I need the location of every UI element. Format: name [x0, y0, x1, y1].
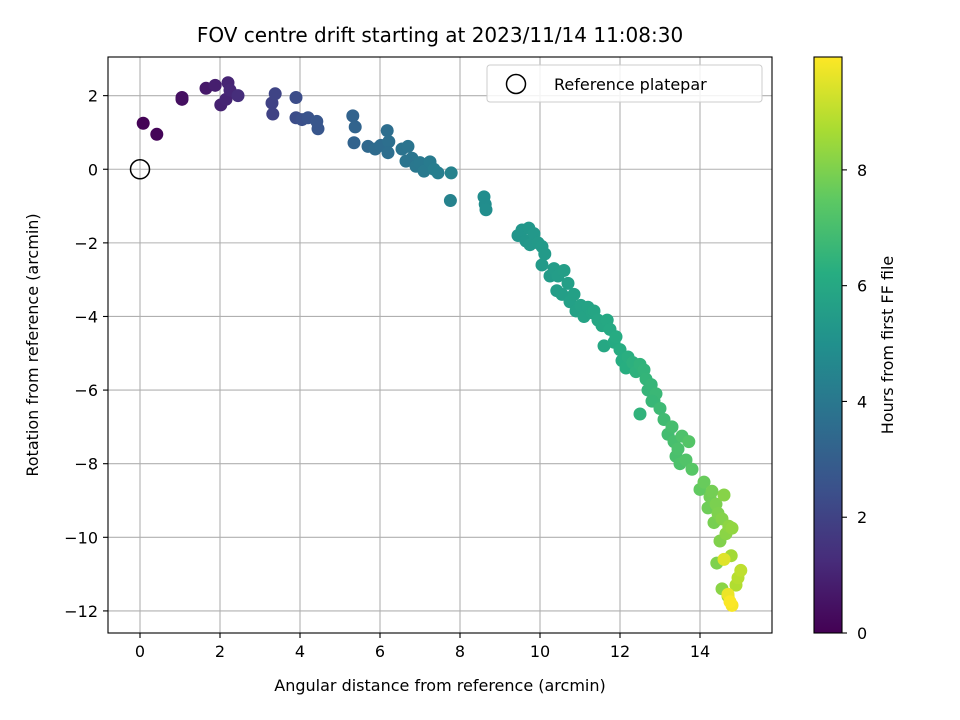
- data-points: [136, 76, 748, 612]
- data-point: [381, 146, 395, 160]
- colorbar-tick-label: 8: [857, 161, 867, 180]
- x-axis-ticks: 0 2 4 6 8 10 12 14: [135, 633, 710, 661]
- x-tick-label: 8: [455, 642, 465, 661]
- data-point: [346, 109, 360, 123]
- x-tick-label: 0: [135, 642, 145, 661]
- colorbar: 0 2 4 6 8 Hours from first FF file: [813, 56, 897, 643]
- data-point: [289, 90, 303, 104]
- y-tick-label: −4: [74, 307, 98, 326]
- colorbar-frame: [813, 56, 843, 634]
- y-tick-label: 0: [88, 160, 98, 179]
- data-point: [665, 420, 679, 434]
- data-point: [717, 488, 731, 502]
- colorbar-gradient: [814, 57, 842, 633]
- data-point: [717, 552, 731, 566]
- data-point: [682, 435, 696, 449]
- data-point: [401, 139, 415, 153]
- data-point: [231, 89, 245, 103]
- y-tick-label: −10: [64, 528, 98, 547]
- data-point: [679, 453, 693, 467]
- x-tick-label: 6: [375, 642, 385, 661]
- y-tick-label: 2: [88, 87, 98, 106]
- colorbar-ticks: 0 2 4 6 8: [842, 161, 867, 643]
- data-point: [479, 203, 493, 217]
- data-point: [310, 114, 324, 128]
- x-tick-label: 2: [215, 642, 225, 661]
- plot-frame: [107, 56, 773, 634]
- data-point: [431, 166, 445, 180]
- y-tick-label: −2: [74, 234, 98, 253]
- reference-platepar-marker: [129, 159, 151, 180]
- colorbar-tick-label: 6: [857, 277, 867, 296]
- data-point: [136, 116, 150, 130]
- x-tick-label: 12: [610, 642, 630, 661]
- data-point: [175, 90, 189, 104]
- data-point: [597, 339, 611, 353]
- data-point: [382, 135, 396, 149]
- data-point: [705, 484, 719, 498]
- legend-box: [486, 64, 763, 103]
- data-point: [725, 521, 739, 535]
- legend-label: Reference platepar: [554, 75, 707, 94]
- data-point: [417, 164, 431, 178]
- grid: [108, 57, 772, 633]
- colorbar-tick-label: 4: [857, 392, 867, 411]
- data-point: [671, 442, 685, 456]
- y-axis-ticks: −12 −10 −8 −6 −4 −2 0 2: [64, 87, 108, 621]
- x-tick-label: 14: [690, 642, 710, 661]
- data-point: [380, 124, 394, 138]
- colorbar-label: Hours from first FF file: [878, 256, 897, 435]
- colorbar-tick-label: 0: [857, 624, 867, 643]
- x-tick-label: 4: [295, 642, 305, 661]
- data-point: [609, 330, 623, 344]
- x-tick-label: 10: [530, 642, 550, 661]
- data-point: [538, 247, 552, 261]
- data-point: [723, 595, 737, 609]
- data-point: [348, 120, 362, 134]
- data-point: [633, 407, 647, 421]
- data-point: [266, 107, 280, 121]
- y-axis-label: Rotation from reference (arcmin): [23, 213, 42, 476]
- reference-marker: [129, 159, 151, 180]
- data-point: [444, 166, 458, 180]
- y-tick-label: −6: [74, 381, 98, 400]
- data-point: [697, 475, 711, 489]
- data-point: [557, 263, 571, 277]
- y-tick-label: −8: [74, 455, 98, 474]
- y-tick-label: −12: [64, 602, 98, 621]
- data-point: [150, 127, 164, 141]
- data-point: [535, 258, 549, 272]
- data-point: [347, 136, 361, 150]
- data-point: [443, 194, 457, 208]
- data-point: [567, 287, 581, 301]
- data-point: [653, 401, 667, 415]
- legend: Reference platepar: [486, 64, 763, 103]
- data-point: [208, 78, 222, 92]
- data-point: [561, 276, 575, 290]
- chart-title: FOV centre drift starting at 2023/11/14 …: [197, 23, 683, 47]
- data-point: [685, 462, 699, 476]
- data-point: [399, 154, 413, 168]
- colorbar-tick-label: 2: [857, 508, 867, 527]
- data-point: [268, 87, 282, 101]
- data-point: [734, 563, 748, 577]
- x-axis-label: Angular distance from reference (arcmin): [274, 676, 605, 695]
- legend-open-circle-icon: [505, 73, 527, 95]
